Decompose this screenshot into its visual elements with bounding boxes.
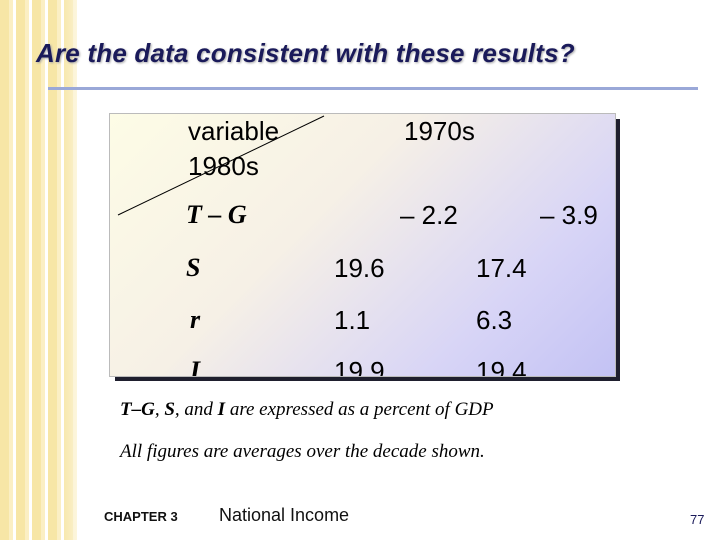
header-1970s: 1970s xyxy=(404,116,475,146)
row-label-s: S xyxy=(186,253,201,282)
note-units: T–G, S, and I are expressed as a percent… xyxy=(120,399,494,421)
cell-r-1970s: 1.1 xyxy=(334,305,371,335)
cell-i-1980s: 19.4 xyxy=(476,356,527,377)
header-1980s: 1980s xyxy=(188,151,259,181)
header-diagonal-line xyxy=(117,115,325,216)
note-i: I xyxy=(217,399,226,420)
note-sep2: , and xyxy=(174,399,218,420)
note-averages: All figures are averages over the decade… xyxy=(120,441,485,462)
note-tg: T–G xyxy=(120,399,155,420)
cell-s-1980s: 17.4 xyxy=(476,253,527,283)
page-number: 77 xyxy=(690,512,705,527)
note-s: S xyxy=(164,399,175,420)
cell-r-1980s: 6.3 xyxy=(476,305,513,335)
cell-i-1970s: 19.9 xyxy=(334,356,385,377)
note-sep1: , xyxy=(154,399,165,420)
data-table: variable 1980s 1970s T – G – 2.2 – 3.9 S… xyxy=(109,113,616,377)
row-label-t-minus-g: T – G xyxy=(186,200,247,229)
note-rest: are expressed as a percent of GDP xyxy=(225,399,494,420)
row-label-i: I xyxy=(190,356,201,377)
title-underline xyxy=(48,87,698,90)
cell-s-1970s: 19.6 xyxy=(334,253,385,283)
header-variable: variable xyxy=(188,116,280,146)
stripes-fade xyxy=(60,0,100,540)
row-label-r: r xyxy=(190,305,201,334)
footer-chapter: CHAPTER 3 xyxy=(104,509,178,524)
slide-title: Are the data consistent with these resul… xyxy=(36,38,575,68)
footer-topic: National Income xyxy=(219,505,350,525)
cell-t-minus-g-1980s: – 3.9 xyxy=(540,200,598,230)
cell-t-minus-g-1970s: – 2.2 xyxy=(400,200,458,230)
